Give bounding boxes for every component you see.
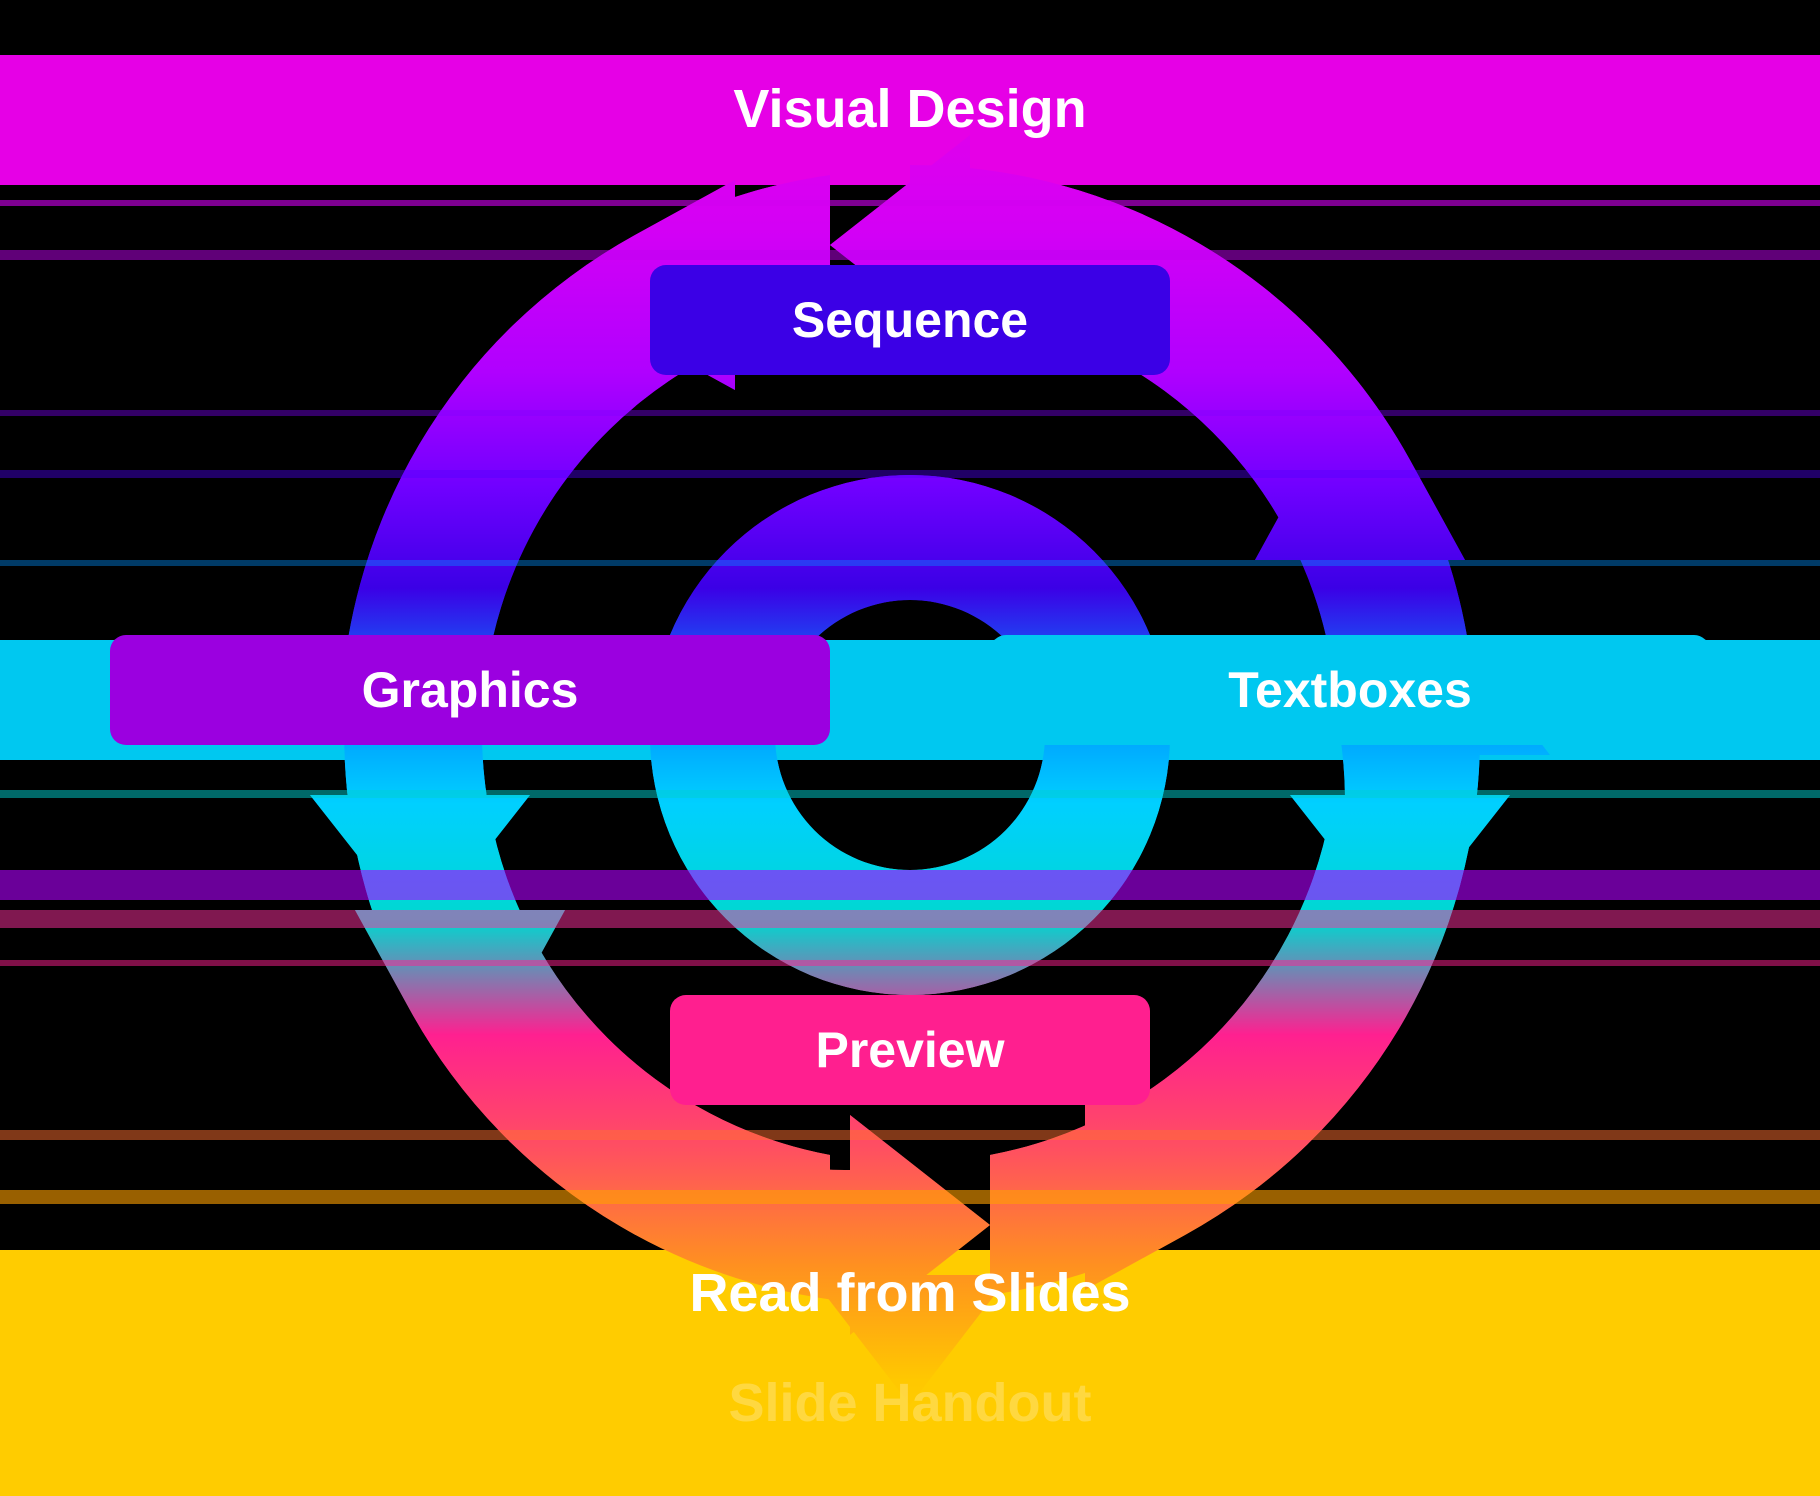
- pill-graphics-label: Graphics: [362, 661, 579, 719]
- pill-sequence-label: Sequence: [792, 291, 1028, 349]
- label-read-from-slides: Read from Slides: [689, 1262, 1130, 1324]
- pill-graphics: Graphics: [110, 635, 830, 745]
- label-slide-handout: Slide Handout: [729, 1372, 1092, 1434]
- pill-textboxes-label: Textboxes: [1228, 661, 1472, 719]
- pill-preview-label: Preview: [815, 1021, 1004, 1079]
- pill-textboxes: Textboxes: [990, 635, 1710, 745]
- pill-preview: Preview: [670, 995, 1150, 1105]
- diagram-stage: Visual Design Read from Slides Slide Han…: [0, 0, 1820, 1496]
- pill-sequence: Sequence: [650, 265, 1170, 375]
- label-visual-design: Visual Design: [733, 78, 1086, 140]
